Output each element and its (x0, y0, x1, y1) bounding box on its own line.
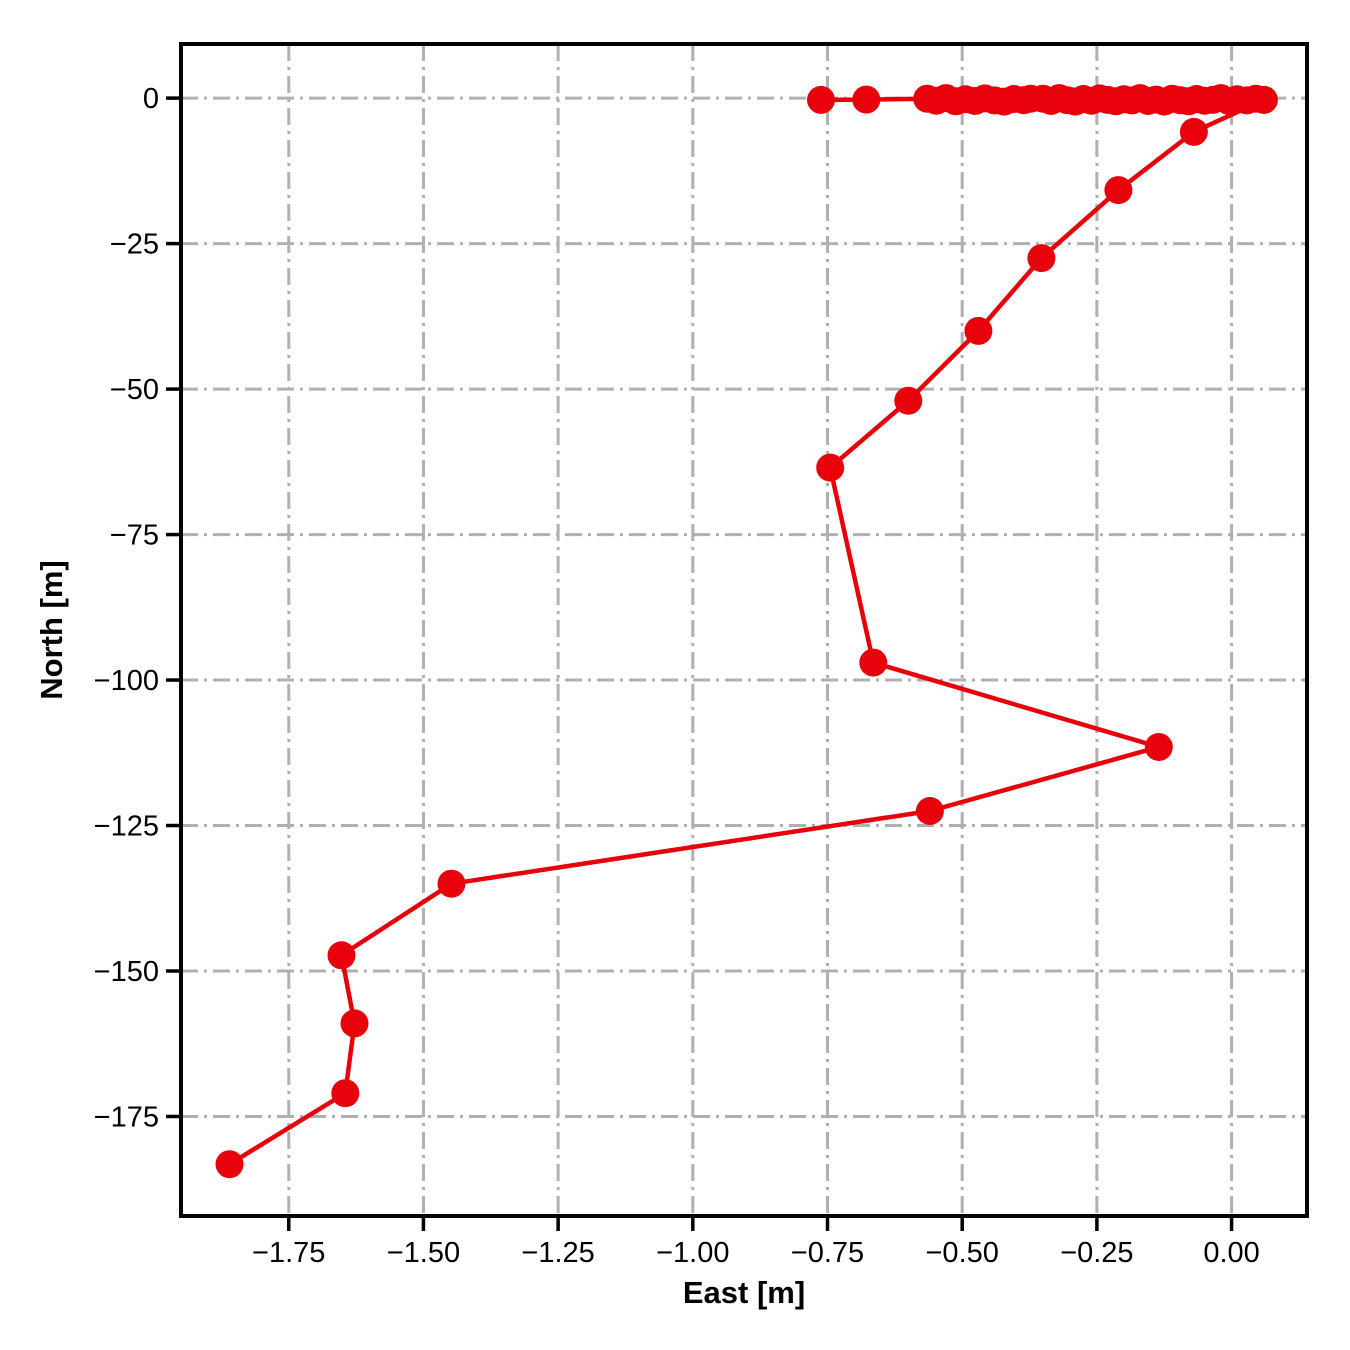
data-point-marker (859, 648, 888, 677)
data-point-marker (915, 797, 944, 825)
x-tick-label: −1.25 (521, 1237, 594, 1269)
x-axis-label: East [m] (683, 1275, 805, 1310)
data-point-marker (807, 85, 835, 114)
y-tick-label: −175 (94, 1101, 159, 1133)
x-tick-label: −1.50 (387, 1237, 460, 1269)
data-point-marker (852, 85, 881, 114)
data-point-marker (894, 386, 923, 415)
y-tick-label: −75 (110, 520, 159, 552)
data-point-marker (331, 1079, 360, 1108)
x-tick-label: −0.25 (1060, 1237, 1133, 1269)
data-point-marker (437, 869, 466, 898)
data-point-marker (327, 941, 356, 970)
data-point-marker (1027, 244, 1056, 273)
y-tick-label: −25 (110, 229, 159, 261)
data-point-marker (1144, 733, 1173, 761)
x-tick-label: −0.50 (926, 1237, 999, 1269)
data-point-marker (215, 1150, 244, 1179)
x-tick-label: −1.75 (252, 1237, 325, 1269)
x-tick-label: 0.00 (1203, 1237, 1259, 1269)
y-tick-label: −50 (110, 374, 159, 406)
data-point-marker (1104, 176, 1133, 205)
y-tick-label: 0 (143, 83, 159, 115)
data-point-marker (340, 1009, 369, 1038)
y-tick-label: −100 (94, 665, 159, 697)
y-tick-label: −150 (94, 956, 159, 988)
x-tick-label: −0.75 (791, 1237, 864, 1269)
plot-frame (179, 42, 1309, 1218)
y-axis-label: North [m] (34, 560, 69, 699)
data-point-marker (964, 316, 993, 345)
data-point-marker (1179, 117, 1208, 146)
y-tick-label: −125 (94, 811, 159, 843)
x-tick-label: −1.00 (656, 1237, 729, 1269)
data-point-marker (816, 453, 845, 482)
data-point-marker (1249, 85, 1278, 114)
